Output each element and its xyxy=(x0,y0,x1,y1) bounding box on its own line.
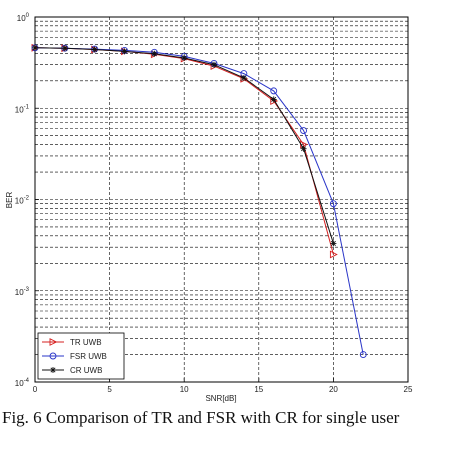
data-point xyxy=(211,61,218,68)
series-fsr-uwb xyxy=(31,44,367,358)
data-point xyxy=(50,367,56,373)
y-tick-label: 10-3 xyxy=(15,287,30,297)
data-point xyxy=(49,338,58,346)
legend: TR UWB FSR UWB CR UWB xyxy=(37,332,125,380)
data-point xyxy=(329,250,338,259)
y-tick-label: 100 xyxy=(17,13,30,23)
data-point xyxy=(329,200,337,208)
data-point xyxy=(300,145,307,152)
data-point xyxy=(151,50,158,57)
data-point xyxy=(359,351,367,358)
data-point xyxy=(270,96,277,103)
x-tick-label: 15 xyxy=(254,385,263,394)
ticks-layer: 0 5 10 15 20 25 100 10-1 10-2 10-3 10-4 xyxy=(15,13,413,394)
grid xyxy=(35,16,408,383)
legend-label: TR UWB xyxy=(70,338,102,347)
data-point xyxy=(270,87,278,95)
series-line xyxy=(34,47,364,355)
x-tick-label: 10 xyxy=(180,385,189,394)
series-cr-uwb xyxy=(32,44,337,247)
figure-caption: Fig. 6 Comparison of TR and FSR with CR … xyxy=(2,408,400,427)
legend-label: CR UWB xyxy=(70,366,102,375)
y-axis-label: BER xyxy=(5,192,14,209)
data-point xyxy=(240,74,247,81)
series-tr-uwb xyxy=(31,43,338,259)
legend-entry: FSR UWB xyxy=(42,352,107,361)
data-point xyxy=(300,127,308,134)
legend-label: FSR UWB xyxy=(70,352,107,361)
data-point xyxy=(121,48,128,55)
y-tick-label: 10-4 xyxy=(15,378,30,388)
data-point xyxy=(32,44,38,51)
series-layer xyxy=(31,43,367,358)
legend-entry: CR UWB xyxy=(42,366,102,375)
data-point xyxy=(181,55,188,62)
y-tick-label: 10-2 xyxy=(15,196,30,206)
data-point xyxy=(49,352,57,360)
x-tick-label: 25 xyxy=(404,385,413,394)
x-axis-label: SNR[dB] xyxy=(205,394,236,403)
x-tick-label: 0 xyxy=(33,385,38,394)
x-tick-label: 20 xyxy=(329,385,338,394)
data-point xyxy=(91,46,98,53)
y-tick-label: 10-1 xyxy=(15,104,30,114)
data-point xyxy=(61,45,68,52)
data-point xyxy=(330,240,337,247)
legend-entry: TR UWB xyxy=(42,338,102,347)
x-tick-label: 5 xyxy=(107,385,112,394)
